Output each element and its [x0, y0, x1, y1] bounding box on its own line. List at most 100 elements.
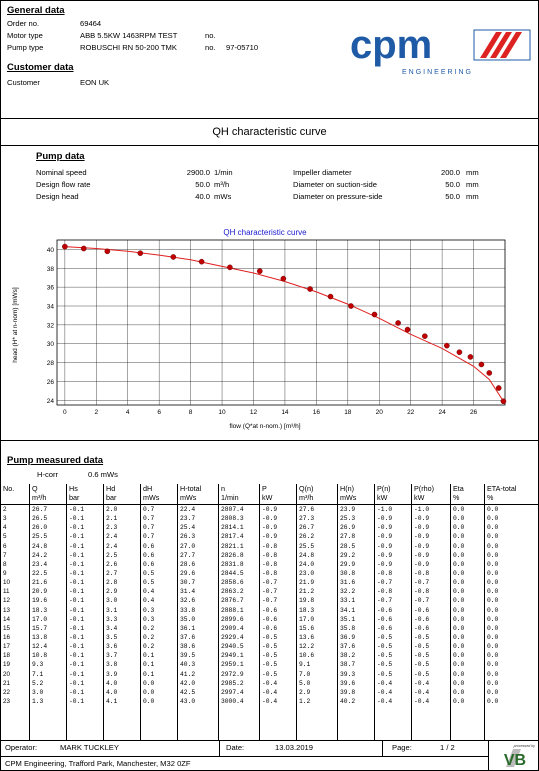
table-cell: 28.5: [340, 542, 356, 550]
table-cell: 3.1: [106, 606, 118, 614]
table-row: 17 12.4 -0.1 3.6 0.2 38.6 2940.5 -0.5 12.2 37.6 -0…: [0, 642, 525, 651]
table-cell: 39.5: [180, 652, 196, 660]
table-cell: 37.6: [340, 643, 356, 651]
chart-title: QH characteristic curve: [223, 228, 307, 237]
table-cell: 39.8: [340, 688, 356, 696]
data-point: [467, 354, 474, 360]
table-cell: 10.8: [32, 652, 48, 660]
x-tick-label: 6: [157, 409, 161, 416]
table-cell: 34.1: [340, 606, 356, 614]
table-row: 13 18.3 -0.1 3.1 0.3 33.8 2888.1 -0.6 18.3 34.1 -0…: [0, 606, 525, 615]
table-cell: 3.4: [106, 624, 118, 632]
table-cell: 4: [3, 524, 7, 532]
y-tick-label: 30: [47, 341, 55, 348]
column-divider: [337, 484, 338, 740]
column-header: Q: [32, 484, 38, 493]
table-cell: -0.6: [377, 624, 393, 632]
column-unit: bar: [69, 493, 80, 502]
table-cell: 0.0: [453, 570, 465, 578]
table-cell: 2949.1: [221, 652, 244, 660]
table-row: 18 10.8 -0.1 3.7 0.1 39.5 2949.1 -0.5 10.6 38.2 -0…: [0, 651, 525, 660]
column-header: Hd: [106, 484, 116, 493]
table-cell: 21.9: [299, 579, 315, 587]
table-cell: 3.7: [106, 652, 118, 660]
table-cell: 0.1: [143, 652, 155, 660]
table-cell: 26.7: [32, 506, 48, 514]
column-divider: [177, 484, 178, 740]
table-cell: -0.1: [69, 661, 85, 669]
table-cell: 0.0: [487, 597, 499, 605]
table-cell: -0.1: [69, 698, 85, 706]
column-unit: kW: [377, 493, 388, 502]
measured-table: 2 26.7 -0.1 2.0 0.7 22.4 2807.4 -0.9 27.6 23.9 -1.…: [0, 505, 525, 706]
table-cell: 0.0: [143, 688, 155, 696]
hcorr-label: H-corr: [37, 470, 59, 479]
table-cell: 22: [3, 688, 11, 696]
table-cell: 0.0: [453, 624, 465, 632]
table-cell: 8: [3, 560, 7, 568]
table-cell: -0.7: [414, 579, 430, 587]
table-cell: -0.6: [262, 615, 278, 623]
table-row: 22 3.0 -0.1 4.0 0.0 42.5 2997.4 -0.4 2.9 39.8 -0.4…: [0, 688, 525, 697]
page-value: 1 / 2: [440, 743, 455, 752]
column-unit: m³/h: [299, 493, 314, 502]
table-cell: -0.5: [377, 670, 393, 678]
suction-diameter-unit: mm: [466, 180, 479, 189]
table-cell: 0.6: [143, 560, 155, 568]
data-point: [486, 370, 493, 376]
table-cell: -0.1: [69, 688, 85, 696]
table-cell: 3.6: [106, 643, 118, 651]
table-cell: 1.3: [32, 698, 44, 706]
pressure-diameter-value: 50.0: [445, 192, 460, 201]
table-cell: 22.4: [180, 506, 196, 514]
table-cell: 35.8: [340, 624, 356, 632]
column-header: H(n): [340, 484, 354, 493]
table-cell: 37.6: [180, 634, 196, 642]
table-cell: 32.6: [180, 597, 196, 605]
divider: [382, 740, 383, 756]
table-cell: -0.4: [377, 679, 393, 687]
table-cell: -0.5: [377, 634, 393, 642]
table-cell: 3.0: [32, 688, 44, 696]
table-cell: -0.6: [262, 606, 278, 614]
table-cell: 0.0: [487, 652, 499, 660]
table-cell: -0.1: [69, 506, 85, 514]
divider: [0, 118, 539, 119]
table-cell: 0.0: [143, 679, 155, 687]
date-value: 13.03.2019: [275, 743, 314, 752]
x-tick-label: 8: [189, 409, 193, 416]
table-cell: 24.8: [32, 542, 48, 550]
table-cell: 0.0: [453, 551, 465, 559]
design-flow-unit: m³/h: [214, 180, 230, 189]
data-point: [227, 264, 233, 271]
column-unit: 1/min: [221, 493, 239, 502]
table-cell: 0.4: [143, 597, 155, 605]
table-cell: 15.6: [299, 624, 315, 632]
impeller-unit: mm: [466, 168, 479, 177]
table-cell: 2863.2: [221, 588, 244, 596]
badge-main-text: VB: [504, 752, 526, 769]
fit-curve-line: [64, 246, 504, 402]
table-cell: 26.2: [299, 533, 315, 541]
column-header: n: [221, 484, 225, 493]
operator-label: Operator:: [5, 743, 38, 752]
table-cell: -0.9: [377, 551, 393, 559]
table-cell: -0.6: [262, 624, 278, 632]
table-cell: 0.0: [453, 615, 465, 623]
customer-value: EON UK: [80, 78, 110, 87]
table-cell: 2.6: [106, 560, 118, 568]
table-cell: 0.0: [453, 524, 465, 532]
table-cell: 41.2: [180, 670, 196, 678]
column-unit: m³/h: [32, 493, 47, 502]
table-cell: -0.6: [377, 615, 393, 623]
data-point: [422, 333, 428, 339]
table-cell: 2844.5: [221, 570, 244, 578]
table-cell: 2.4: [106, 533, 118, 541]
divider: [0, 440, 539, 441]
data-point: [80, 245, 87, 252]
table-cell: 16: [3, 634, 11, 642]
table-row: 14 17.0 -0.1 3.3 0.3 35.0 2899.6 -0.6 17.0 35.1 -0…: [0, 615, 525, 624]
table-cell: -0.9: [414, 524, 430, 532]
date-label: Date:: [226, 743, 245, 752]
motor-label: Motor type: [7, 31, 43, 40]
